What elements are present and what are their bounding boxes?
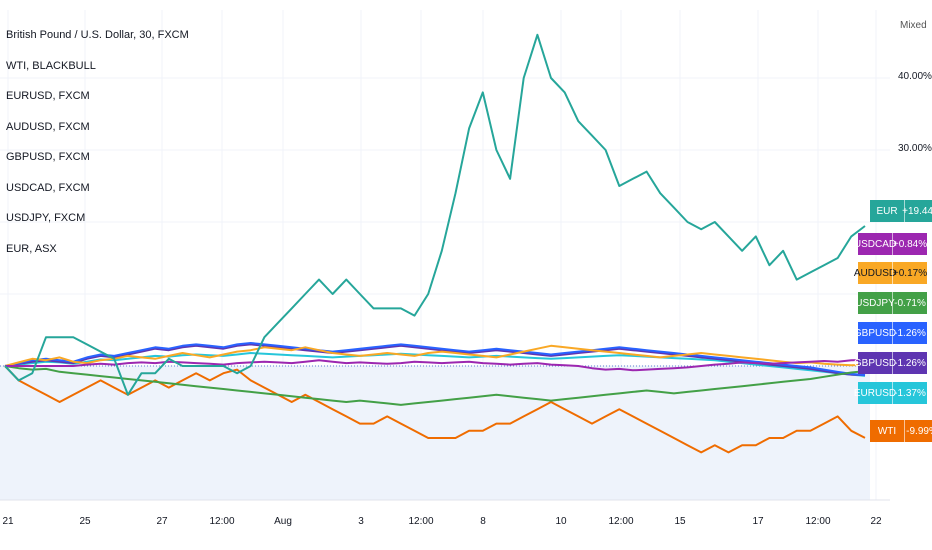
legend-main-symbol[interactable]: British Pound / U.S. Dollar, 30, FXCM	[6, 29, 189, 41]
series-line-eur[interactable]	[4, 33, 866, 396]
x-tick-label: 21	[2, 516, 14, 527]
x-tick-label: 12:00	[209, 516, 235, 527]
badge-value: +0.84%	[892, 233, 927, 255]
scale-mode-label[interactable]: Mixed	[900, 20, 927, 31]
badge-value: -0.71%	[892, 292, 927, 314]
series-line-wti[interactable]	[4, 365, 866, 454]
badge-symbol: GBPUSD	[853, 327, 897, 339]
legend: British Pound / U.S. Dollar, 30, FXCM WT…	[6, 20, 189, 264]
badge-value: +0.17%	[892, 262, 927, 284]
x-tick-label: 17	[752, 516, 764, 527]
legend-gbpusd[interactable]: GBPUSD, FXCM	[6, 151, 90, 163]
legend-eur[interactable]: EUR, ASX	[6, 242, 57, 255]
x-tick-label: 12:00	[408, 516, 434, 527]
x-tick-label: 10	[555, 516, 567, 527]
y-tick-label: 40.00%	[898, 71, 932, 82]
series-line-eurusd[interactable]	[4, 352, 866, 377]
x-tick-label: 22	[870, 516, 882, 527]
x-tick-label: 12:00	[608, 516, 634, 527]
x-tick-label: 25	[79, 516, 91, 527]
price-badge-usdjpy[interactable]: USDJPY -0.71%	[855, 292, 927, 314]
badge-symbol: GBPUSD	[853, 357, 897, 369]
legend-usdjpy[interactable]: USDJPY, FXCM	[6, 212, 86, 224]
badge-value: -1.26%	[892, 322, 927, 344]
price-badge-usdcad[interactable]: USDCAD +0.84%	[853, 233, 927, 255]
series-line-audusd[interactable]	[4, 344, 866, 367]
badge-value: +19.44%	[902, 200, 932, 222]
x-tick-label: 12:00	[805, 516, 831, 527]
badge-value: -1.37%	[892, 382, 927, 404]
series-line-gbpusd[interactable]	[4, 343, 866, 377]
series-line-usdcad[interactable]	[5, 359, 866, 372]
x-tick-label: 15	[674, 516, 686, 527]
x-tick-label: Aug	[274, 516, 292, 527]
x-tick-label: 27	[156, 516, 168, 527]
price-badge-wti[interactable]: WTI -9.99%	[870, 420, 932, 442]
legend-usdcad[interactable]: USDCAD, FXCM	[6, 181, 90, 194]
x-tick-label: 3	[358, 516, 364, 527]
badge-symbol: USDCAD	[853, 238, 897, 250]
badge-value: -1.26%	[892, 352, 927, 374]
price-badge-gbpusd[interactable]: GBPUSD -1.26%	[853, 322, 927, 344]
legend-audusd[interactable]: AUDUSD, FXCM	[6, 120, 90, 133]
price-badge-eurusd[interactable]: EURUSD -1.37%	[853, 382, 927, 404]
legend-eurusd[interactable]: EURUSD, FXCM	[6, 90, 90, 102]
legend-wti[interactable]: WTI, BLACKBULL	[6, 59, 96, 72]
y-tick-label: 30.00%	[898, 143, 932, 154]
price-badge-audusd[interactable]: AUDUSD +0.17%	[853, 262, 927, 284]
series-line-gbpusd[interactable]	[4, 342, 866, 377]
badge-symbol: EURUSD	[853, 387, 897, 399]
price-badge-eur[interactable]: EUR +19.44%	[870, 200, 932, 222]
badge-symbol: AUDUSD	[853, 267, 897, 279]
series-line-usdjpy[interactable]	[4, 365, 866, 406]
price-badge-gbpusd[interactable]: GBPUSD -1.26%	[853, 352, 927, 374]
badge-symbol: WTI	[877, 425, 897, 437]
badge-value: -9.99%	[904, 420, 932, 442]
badge-symbol: EUR	[876, 205, 898, 217]
x-tick-label: 8	[480, 516, 486, 527]
badge-symbol: USDJPY	[855, 297, 895, 309]
